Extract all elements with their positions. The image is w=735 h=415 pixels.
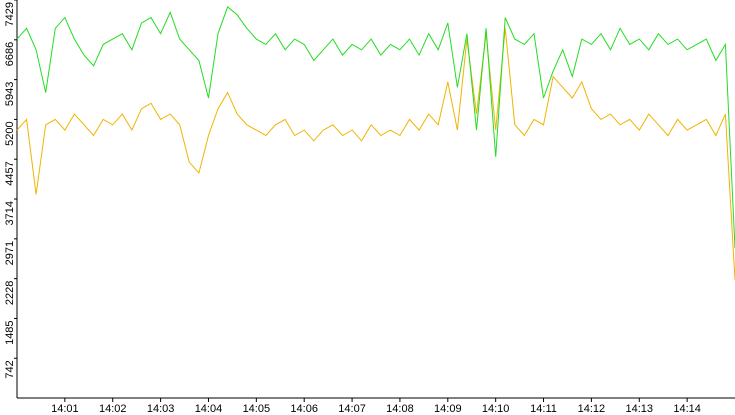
y-tick-label: 5943	[4, 82, 16, 106]
x-tick-label: 14:14	[673, 403, 701, 415]
y-tick-label: 742	[4, 360, 16, 378]
x-tick-label: 14:05	[243, 403, 271, 415]
y-tick-label: 2971	[4, 241, 16, 265]
x-tick-label: 14:13	[626, 403, 654, 415]
x-tick-label: 14:09	[434, 403, 462, 415]
y-tick-label: 2228	[4, 281, 16, 305]
x-tick-label: 14:02	[99, 403, 127, 415]
x-tick-label: 14:07	[338, 403, 366, 415]
y-tick-label: 4457	[4, 161, 16, 185]
series-line	[16, 28, 735, 281]
series-line	[16, 6, 735, 249]
y-tick-label: 7429	[4, 2, 16, 26]
y-tick-label: 1485	[4, 320, 16, 344]
x-tick-label: 14:06	[290, 403, 318, 415]
x-tick-label: 14:03	[147, 403, 175, 415]
y-tick-label: 6686	[4, 42, 16, 66]
y-tick-label: 5200	[4, 121, 16, 145]
x-tick-label: 14:10	[482, 403, 510, 415]
x-tick-label: 14:04	[195, 403, 223, 415]
x-tick-label: 14:01	[51, 403, 79, 415]
x-tick-label: 14:12	[578, 403, 606, 415]
x-tick-label: 14:11	[530, 403, 557, 415]
x-tick-label: 14:08	[386, 403, 414, 415]
y-tick-label: 3714	[4, 201, 16, 225]
